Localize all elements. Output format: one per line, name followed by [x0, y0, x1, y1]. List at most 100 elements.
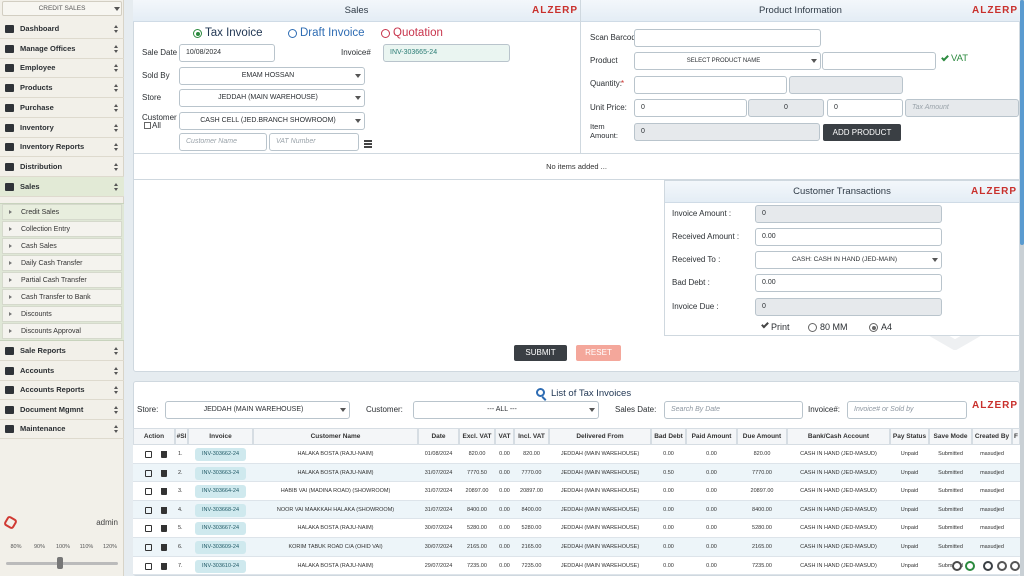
menu-item[interactable]: Accounts Reports [0, 380, 124, 400]
scrollbar-thumb[interactable] [1020, 0, 1024, 245]
menu-item[interactable]: Inventory Reports [0, 137, 124, 158]
floating-icon[interactable] [983, 561, 993, 571]
edit-icon[interactable] [145, 506, 152, 514]
menu-item[interactable]: Accounts [0, 361, 124, 381]
floating-icon[interactable] [952, 561, 962, 571]
radio[interactable] [808, 323, 817, 332]
text-input[interactable]: Tax Amount [905, 99, 1019, 117]
submenu-item[interactable]: Credit Sales [2, 204, 122, 220]
radio[interactable] [288, 29, 297, 38]
invoice-badge[interactable]: INV-303610-24 [195, 559, 246, 573]
text-input[interactable]: 0 [755, 205, 942, 223]
text-input[interactable] [634, 29, 821, 47]
text-input[interactable]: 0 [748, 99, 824, 117]
invoice-badge[interactable]: INV-303609-24 [195, 541, 246, 554]
text-input[interactable]: Invoice# or Sold by [847, 401, 967, 419]
edit-icon[interactable] [145, 469, 152, 477]
submenu-item[interactable]: Daily Cash Transfer [2, 255, 122, 271]
radio[interactable] [869, 323, 878, 332]
radio[interactable] [381, 29, 390, 38]
text-input[interactable] [789, 76, 903, 94]
invoice-badge[interactable]: INV-303663-24 [195, 466, 246, 480]
submenu-item[interactable]: Collection Entry [2, 221, 122, 237]
menu-item[interactable]: Manage Offices [0, 39, 124, 59]
invoice-badge[interactable]: INV-303667-24 [195, 522, 246, 536]
radio-dot [871, 325, 876, 330]
invoice-input[interactable]: INV-303665-24 [383, 44, 510, 62]
select[interactable]: EMAM HOSSAN [179, 67, 365, 85]
submenu-item[interactable]: Cash Sales [2, 238, 122, 254]
delete-icon[interactable] [161, 488, 167, 496]
submenu-item[interactable]: Discounts [2, 306, 122, 322]
select[interactable]: CASH: CASH IN HAND (JED-MAIN) [755, 251, 942, 269]
text-input[interactable]: 0 [827, 99, 903, 117]
invoice-type[interactable]: Quotation [393, 27, 443, 39]
menu-item[interactable]: Inventory [0, 118, 124, 138]
radio[interactable] [193, 29, 202, 38]
print-format[interactable]: 80 MM [820, 322, 848, 332]
text-input[interactable]: 0 [634, 99, 747, 117]
delete-icon[interactable] [161, 562, 167, 570]
submenu-item[interactable]: Cash Transfer to Bank [2, 289, 122, 305]
text-input[interactable] [634, 76, 787, 94]
select[interactable]: CASH CELL (JED.BRANCH SHOWROOM) [179, 112, 365, 130]
select[interactable]: JEDDAH (MAIN WAREHOUSE) [179, 89, 365, 107]
invoice-type[interactable]: Tax Invoice [205, 27, 263, 39]
expand-arrow [114, 128, 118, 132]
submenu-item[interactable]: Partial Cash Transfer [2, 272, 122, 288]
edit-icon[interactable] [145, 451, 152, 458]
expand-arrow [114, 25, 118, 28]
menu-item[interactable]: Sale Reports [0, 341, 124, 361]
zoom-thumb[interactable] [57, 557, 63, 569]
table-cell: 7770.00 [752, 469, 772, 476]
module-select[interactable]: CREDIT SALES [2, 1, 122, 16]
floating-icon[interactable] [1010, 561, 1020, 571]
select[interactable]: SELECT PRODUCT NAME [634, 52, 821, 70]
button[interactable]: RESET [576, 345, 621, 361]
expand-arrow [114, 405, 118, 409]
print-format[interactable]: A4 [881, 322, 893, 332]
menu-item[interactable]: Maintenance [0, 419, 124, 439]
menu-item[interactable]: Document Mgmnt [0, 400, 124, 420]
floating-icon[interactable] [997, 561, 1007, 571]
edit-icon[interactable] [145, 562, 152, 570]
delete-icon[interactable] [161, 469, 167, 477]
invoice-type[interactable]: Draft Invoice [300, 27, 365, 39]
text-input[interactable]: 0 [755, 298, 942, 316]
edit-icon[interactable] [145, 525, 152, 533]
edit-icon[interactable] [145, 544, 152, 551]
text-input[interactable]: VAT Number [269, 133, 359, 151]
floating-icon[interactable] [965, 561, 975, 571]
menu-item[interactable]: Distribution [0, 157, 124, 177]
text-input[interactable] [822, 52, 936, 70]
invoice-badge[interactable]: INV-303664-24 [195, 485, 246, 499]
label: Invoice#: [808, 405, 841, 414]
text-input[interactable]: 0 [634, 123, 820, 141]
select[interactable]: --- ALL --- [413, 401, 599, 419]
delete-icon[interactable] [161, 506, 167, 514]
button[interactable]: ADD PRODUCT [823, 124, 901, 141]
delete-icon[interactable] [161, 451, 167, 458]
delete-icon[interactable] [161, 544, 167, 551]
text-input[interactable]: 0.00 [755, 274, 942, 292]
menu-item[interactable]: Sales [0, 176, 124, 197]
submenu-item[interactable]: Discounts Approval [2, 323, 122, 339]
checkbox[interactable] [144, 122, 151, 129]
print-label[interactable]: Print [771, 322, 790, 332]
menu-icon [5, 84, 14, 93]
text-input[interactable]: Search By Date [664, 401, 803, 419]
menu-item[interactable]: Dashboard [0, 19, 124, 39]
text-input[interactable]: 0.00 [755, 228, 942, 246]
button[interactable]: SUBMIT [514, 345, 567, 361]
expand-arrow [114, 391, 118, 394]
date-input[interactable]: 10/08/2024 [179, 44, 275, 62]
text-input[interactable]: Customer Name [179, 133, 267, 151]
select[interactable]: JEDDAH (MAIN WAREHOUSE) [165, 401, 350, 419]
invoice-badge[interactable]: INV-303668-24 [195, 503, 246, 517]
edit-icon[interactable] [145, 488, 152, 496]
invoice-badge[interactable]: INV-303662-24 [195, 448, 246, 461]
menu-item[interactable]: Products [0, 78, 124, 99]
menu-item[interactable]: Employee [0, 58, 124, 79]
menu-item[interactable]: Purchase [0, 98, 124, 118]
delete-icon[interactable] [161, 525, 167, 533]
